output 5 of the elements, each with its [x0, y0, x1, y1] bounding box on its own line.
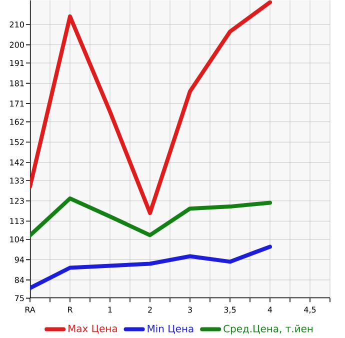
legend-label: Min Цена: [148, 324, 194, 334]
line-series: [30, 196, 272, 238]
legend-label: Сред.Цена, т.йен: [224, 324, 313, 334]
legend-label: Max Цена: [68, 324, 117, 334]
line-series: [30, 0, 272, 216]
